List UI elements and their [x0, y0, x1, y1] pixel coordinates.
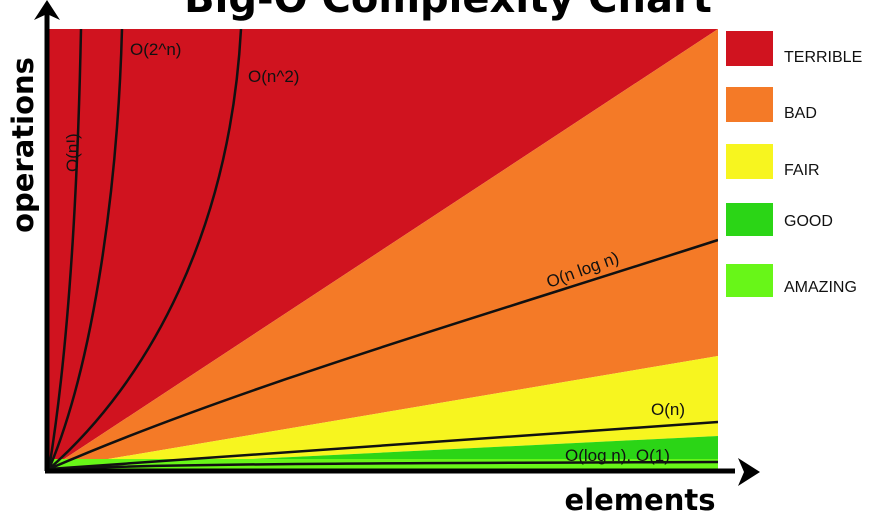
legend-swatch-fair — [726, 144, 773, 179]
label-factorial: O(n!) — [63, 133, 82, 172]
region-bad — [49, 29, 718, 469]
curve-nlogn — [49, 238, 718, 469]
x-axis-label: elements — [565, 483, 716, 517]
legend: TERRIBLE BAD FAIR GOOD AMAZING — [726, 31, 862, 297]
y-axis-arrow — [34, 0, 60, 20]
legend-label-terrible: TERRIBLE — [784, 49, 862, 66]
curve-linear — [49, 420, 718, 469]
legend-label-amazing: AMAZING — [784, 279, 857, 296]
curve-factorial — [49, 29, 83, 469]
chart-title: Big-O Complexity Chart — [184, 0, 712, 22]
label-linear: O(n) — [651, 400, 685, 419]
curve-quadratic — [49, 29, 243, 469]
plot-curves — [49, 29, 718, 469]
legend-label-bad: BAD — [784, 105, 817, 122]
label-quadratic: O(n^2) — [248, 67, 299, 86]
legend-label-good: GOOD — [784, 213, 833, 230]
x-axis-arrow — [738, 458, 760, 486]
legend-swatch-bad — [726, 87, 773, 122]
label-exponential: O(2^n) — [130, 40, 181, 59]
curve-log-constant — [49, 460, 718, 469]
legend-swatch-good — [726, 203, 773, 236]
curve-exponential — [49, 29, 124, 469]
plot-regions — [49, 29, 718, 469]
legend-swatch-amazing — [726, 264, 773, 297]
y-axis-label: operations — [6, 57, 40, 233]
label-log-constant: O(log n), O(1) — [565, 446, 670, 465]
axes — [34, 0, 760, 486]
region-fair — [49, 356, 718, 469]
legend-label-fair: FAIR — [784, 162, 820, 179]
legend-swatch-terrible — [726, 31, 773, 66]
